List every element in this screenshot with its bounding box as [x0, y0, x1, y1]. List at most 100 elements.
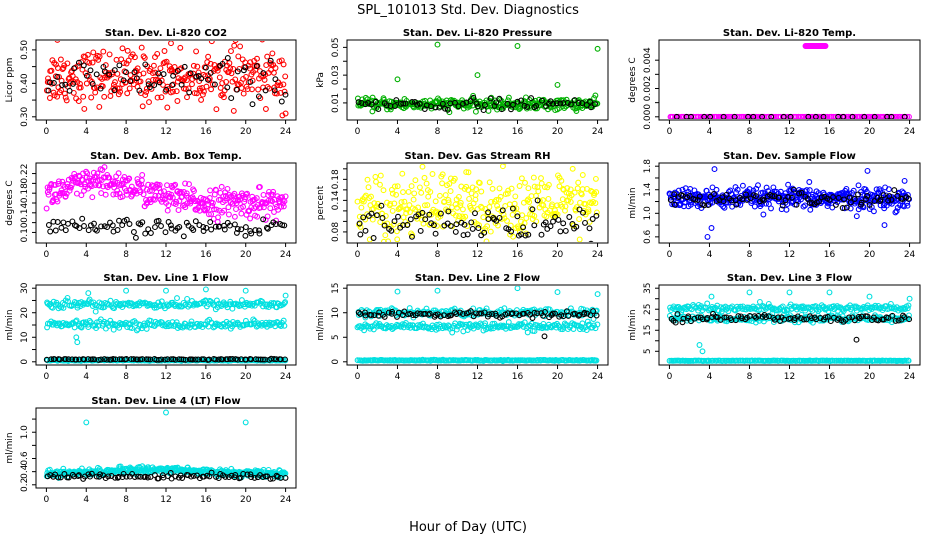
data-point: [127, 78, 134, 85]
data-point: [587, 98, 593, 105]
data-point: [889, 312, 896, 319]
data-point: [271, 356, 278, 362]
data-point: [178, 81, 185, 88]
x-tick-label: 0: [667, 250, 673, 260]
points-layer: [43, 409, 289, 482]
data-point: [191, 188, 197, 194]
data-point: [268, 300, 275, 307]
data-point: [414, 253, 419, 258]
data-point: [497, 322, 504, 329]
data-point: [234, 68, 241, 75]
panel-4: Stan. Dev. Amb. Box Temp.0 4 8 12 16 20 240.10…: [5, 151, 297, 260]
data-point: [717, 357, 723, 364]
data-point: [416, 100, 423, 107]
data-point: [721, 204, 728, 211]
x-tick-label: 16: [824, 250, 836, 260]
data-point: [87, 67, 94, 74]
data-point: [219, 60, 226, 67]
data-point: [124, 301, 131, 307]
data-point: [557, 228, 564, 235]
data-point: [529, 206, 536, 213]
data-point: [746, 289, 753, 296]
data-point: [84, 51, 91, 58]
data-point: [282, 91, 289, 98]
data-point: [54, 41, 61, 43]
x-tick-label: 12: [160, 250, 171, 260]
data-point: [255, 93, 262, 100]
x-tick-label: 0: [667, 127, 673, 137]
data-point: [550, 100, 557, 107]
data-point: [270, 69, 277, 76]
data-point: [106, 71, 113, 78]
data-point: [268, 319, 275, 326]
data-point: [208, 211, 215, 218]
data-point: [751, 203, 758, 210]
data-point: [507, 243, 512, 248]
data-point: [47, 228, 54, 235]
y-tick-label: 0.18: [20, 183, 30, 203]
data-point: [58, 224, 65, 231]
panel-3: Stan. Dev. Li-820 Temp.0 4 8 12 16 20 240.0000…: [628, 28, 921, 137]
data-point: [901, 203, 907, 210]
x-tick-label: 0: [355, 372, 361, 382]
data-point: [504, 100, 511, 107]
x-tick-label: 16: [200, 495, 212, 505]
data-point: [219, 80, 226, 87]
data-point: [209, 200, 216, 206]
data-point: [409, 233, 415, 240]
data-point: [180, 189, 187, 195]
data-point: [101, 356, 108, 363]
data-point: [389, 190, 396, 197]
data-point: [169, 194, 176, 201]
data-point: [60, 304, 67, 311]
data-point: [496, 214, 503, 221]
data-point: [244, 321, 251, 328]
data-point: [360, 214, 367, 221]
data-point: [701, 113, 708, 119]
data-point: [69, 73, 76, 79]
data-point: [101, 68, 108, 75]
data-point: [164, 182, 170, 189]
data-point: [60, 65, 67, 71]
data-point: [94, 170, 101, 177]
data-point: [417, 227, 424, 234]
y-tick-label: 0.10: [20, 222, 30, 242]
data-point: [567, 101, 574, 108]
data-point: [110, 191, 117, 198]
x-tick-label: 12: [160, 127, 171, 137]
data-point: [422, 216, 429, 223]
data-point: [723, 314, 730, 321]
data-point: [558, 177, 565, 184]
data-point: [404, 222, 411, 228]
data-point: [467, 308, 474, 315]
data-point: [183, 77, 190, 84]
data-point: [205, 76, 211, 83]
data-point: [130, 229, 137, 235]
data-point: [381, 222, 388, 229]
data-point: [554, 289, 561, 296]
data-point: [89, 59, 96, 66]
data-point: [460, 100, 466, 107]
data-point: [705, 202, 712, 209]
data-point: [176, 223, 183, 230]
data-point: [544, 324, 551, 331]
data-point: [855, 182, 862, 189]
data-point: [671, 201, 678, 208]
data-point: [474, 72, 481, 79]
data-point: [62, 81, 69, 88]
data-point: [484, 223, 491, 230]
x-tick-label: 4: [395, 250, 401, 260]
data-point: [407, 322, 414, 329]
data-point: [400, 100, 407, 107]
data-point: [117, 88, 124, 95]
data-point: [459, 206, 466, 213]
data-point: [260, 191, 267, 198]
data-point: [818, 194, 825, 201]
data-point: [672, 319, 679, 326]
data-point: [791, 315, 798, 321]
data-point: [514, 98, 521, 105]
data-point: [207, 219, 214, 226]
data-point: [54, 219, 61, 225]
data-point: [170, 301, 177, 308]
data-point: [753, 193, 759, 200]
